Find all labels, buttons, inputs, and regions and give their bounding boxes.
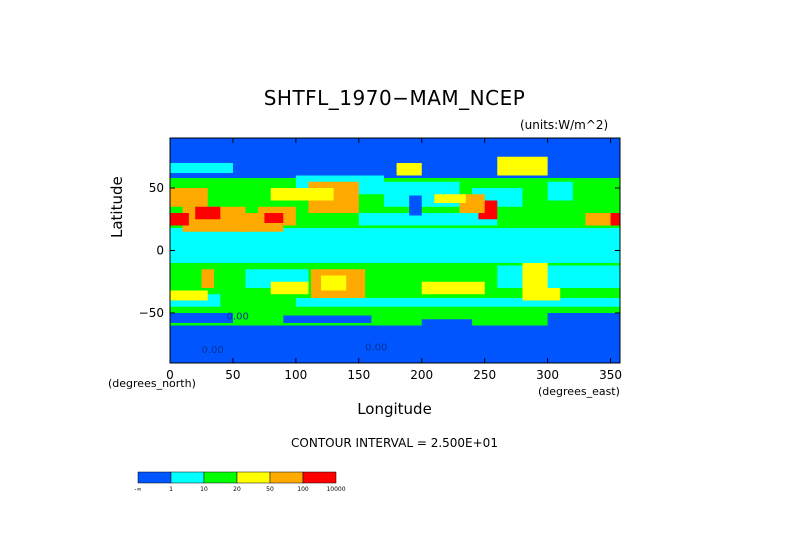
field-region-18 [170, 290, 208, 301]
field-label: 0.00 [365, 343, 387, 354]
field-region-14 [170, 313, 233, 323]
field-region-39 [434, 194, 466, 203]
field-region-20 [421, 281, 485, 295]
field-region-21 [522, 288, 561, 301]
x-axis-unit-note: (degrees_east) [538, 385, 620, 398]
chart-title: SHTFL_1970−MAM_NCEP [263, 86, 526, 110]
x-tick-label: 50 [225, 368, 240, 382]
x-tick-label: 150 [347, 368, 370, 382]
field-region-31 [170, 213, 189, 226]
field-region-40 [547, 181, 573, 201]
y-tick-label: 50 [149, 181, 164, 195]
field-label: 0.00 [227, 311, 249, 322]
colorbar-label: 1 [169, 486, 173, 493]
field-region-12 [409, 195, 422, 216]
y-tick-label: −50 [139, 306, 164, 320]
y-axis-unit-note: (degrees_north) [108, 377, 196, 390]
field-region-43 [170, 163, 233, 173]
x-axis-label: Longitude [357, 400, 432, 418]
x-tick-label: 200 [410, 368, 433, 382]
colorbar-label: 20 [233, 486, 241, 493]
axis-ticks: 0 50 100 150 200 250 300 350 50 0 −50 [139, 138, 622, 382]
colorbar-swatch [302, 471, 337, 484]
field-region-33 [264, 213, 284, 223]
colorbar: -∞ 1 10 20 50 100 10000 [134, 471, 346, 493]
colorbar-swatch [236, 471, 271, 484]
colorbar-swatch [137, 471, 172, 484]
x-tick-label: 100 [284, 368, 307, 382]
colorbar-label: 10000 [326, 486, 345, 493]
field-region-26 [270, 188, 334, 201]
units-label: (units:W/m^2) [520, 118, 609, 132]
field-label: 0.00 [201, 345, 223, 356]
x-tick-label: 0 [166, 368, 174, 382]
field-region-13 [170, 325, 620, 363]
colorbar-swatch [170, 471, 205, 484]
field-region-15 [283, 315, 372, 323]
colorbar-swatch [203, 471, 238, 484]
field-region-16 [421, 319, 473, 328]
field-region-8 [170, 138, 620, 178]
field-region-38 [201, 269, 215, 288]
x-tick-label: 300 [536, 368, 559, 382]
field-region-37 [522, 263, 548, 288]
field-region-1 [321, 238, 485, 261]
colorbar-label: -∞ [134, 486, 141, 493]
colorbar-label: 10 [200, 486, 208, 493]
field-region-32 [195, 206, 221, 220]
x-tick-label: 250 [473, 368, 496, 382]
field-region-35 [610, 213, 620, 226]
field-region-19 [270, 281, 309, 295]
field-region-41 [497, 156, 548, 176]
field-region-29 [321, 275, 347, 291]
colorbar-swatch [269, 471, 304, 484]
y-tick-label: 0 [156, 244, 164, 258]
field-region-2 [497, 265, 620, 288]
colorbar-label: 50 [266, 486, 274, 493]
contour-interval-label: CONTOUR INTERVAL = 2.500E+01 [291, 436, 498, 450]
x-tick-label: 350 [599, 368, 622, 382]
field-region-42 [396, 163, 422, 176]
colorbar-label: 100 [297, 486, 309, 493]
field-region-17 [547, 313, 620, 326]
field-region-6 [358, 213, 498, 226]
field-region-4 [295, 298, 620, 307]
plot-area: 0.00 0.00 0.00 [170, 138, 620, 363]
field-region-22 [170, 188, 208, 207]
